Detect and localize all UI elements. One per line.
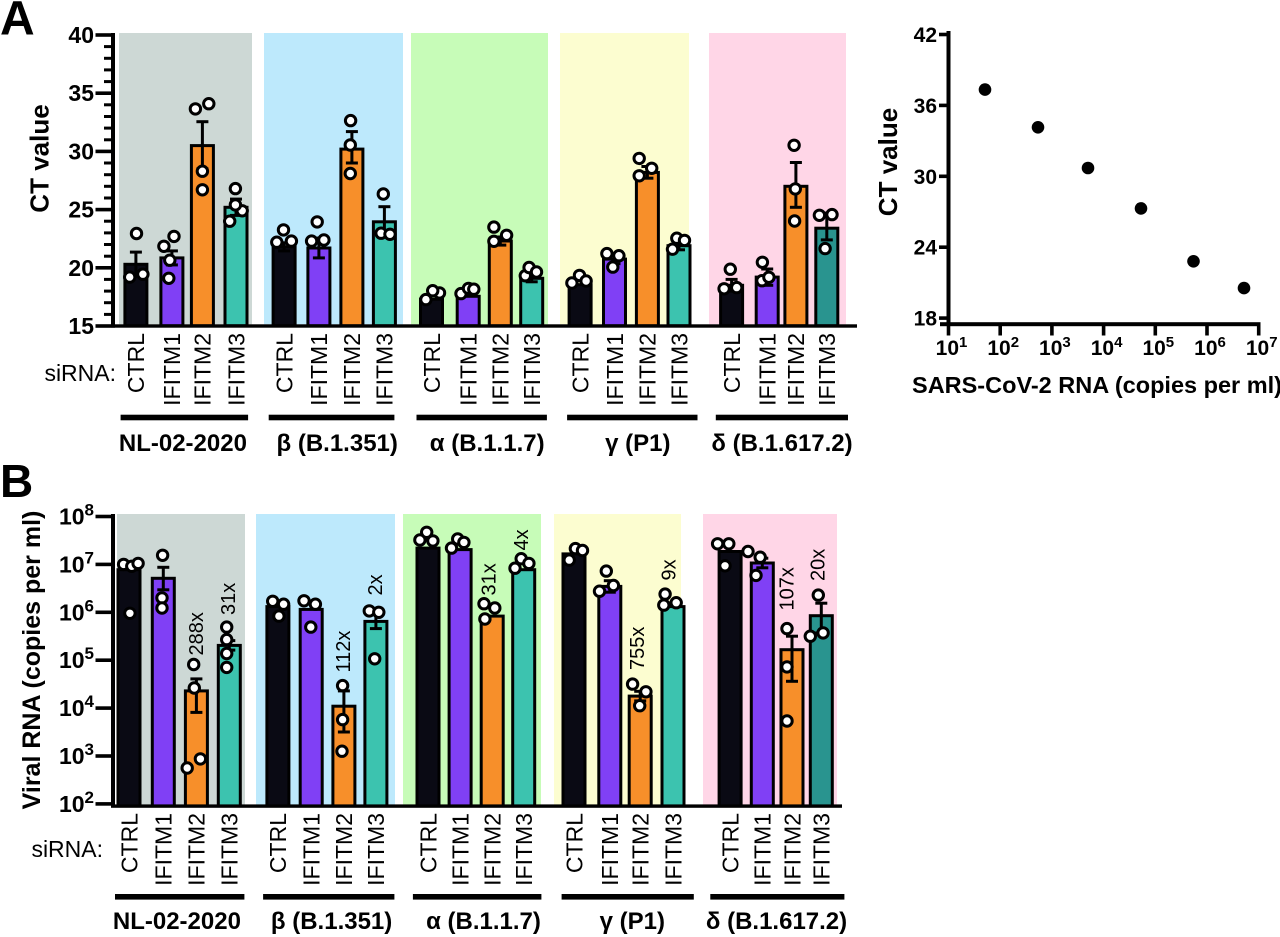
svg-text:288x: 288x: [186, 612, 208, 655]
svg-text:112x: 112x: [333, 631, 355, 673]
svg-text:IFITM2: IFITM2: [480, 813, 506, 886]
svg-text:106: 106: [59, 596, 94, 625]
svg-text:IFITM1: IFITM1: [447, 813, 473, 886]
svg-text:104: 104: [1091, 334, 1123, 360]
svg-text:IFITM2: IFITM2: [783, 333, 809, 406]
svg-text:IFITM1: IFITM1: [750, 813, 776, 886]
svg-text:Viral RNA (copies per ml): Viral RNA (copies per ml): [18, 511, 46, 810]
svg-text:α (B.1.1.7): α (B.1.1.7): [430, 430, 545, 457]
svg-text:2x: 2x: [365, 574, 387, 595]
svg-text:CTRL: CTRL: [419, 333, 445, 393]
svg-text:IFITM1: IFITM1: [159, 333, 185, 406]
svg-text:106: 106: [1194, 334, 1226, 360]
svg-text:CTRL: CTRL: [567, 333, 593, 393]
svg-text:24: 24: [914, 237, 938, 260]
svg-text:IFITM2: IFITM2: [635, 333, 661, 406]
svg-text:CTRL: CTRL: [116, 813, 142, 873]
svg-text:IFITM3: IFITM3: [666, 333, 692, 406]
svg-text:IFITM3: IFITM3: [217, 813, 243, 886]
svg-text:IFITM2: IFITM2: [339, 333, 365, 406]
svg-text:IFITM2: IFITM2: [184, 813, 210, 886]
svg-text:CTRL: CTRL: [561, 813, 587, 873]
svg-text:IFITM1: IFITM1: [597, 813, 623, 886]
svg-text:CTRL: CTRL: [719, 333, 745, 393]
svg-text:CTRL: CTRL: [271, 333, 297, 393]
svg-text:α (B.1.1.7): α (B.1.1.7): [426, 908, 541, 935]
svg-text:9x: 9x: [658, 559, 680, 580]
svg-text:15: 15: [68, 313, 94, 339]
svg-text:4x: 4x: [511, 529, 533, 550]
svg-text:42: 42: [914, 24, 937, 47]
svg-text:IFITM3: IFITM3: [519, 333, 545, 406]
svg-text:102: 102: [59, 788, 94, 817]
svg-text:IFITM3: IFITM3: [809, 813, 835, 886]
svg-text:25: 25: [68, 197, 94, 223]
svg-text:36: 36: [914, 95, 937, 118]
svg-text:18: 18: [914, 308, 938, 331]
svg-text:IFITM2: IFITM2: [331, 813, 357, 886]
svg-text:IFITM2: IFITM2: [628, 813, 654, 886]
svg-text:105: 105: [1142, 334, 1174, 360]
svg-text:IFITM3: IFITM3: [363, 813, 389, 886]
svg-text:δ (B.1.617.2): δ (B.1.617.2): [711, 430, 852, 457]
svg-text:IFITM3: IFITM3: [814, 333, 840, 406]
svg-text:IFITM1: IFITM1: [151, 813, 177, 886]
svg-text:IFITM3: IFITM3: [660, 813, 686, 886]
svg-text:NL-02-2020: NL-02-2020: [119, 430, 247, 457]
svg-text:β (B.1.351): β (B.1.351): [277, 430, 398, 457]
svg-text:20: 20: [68, 255, 94, 281]
svg-text:CTRL: CTRL: [265, 813, 291, 873]
svg-text:IFITM1: IFITM1: [456, 333, 482, 406]
svg-text:IFITM1: IFITM1: [306, 333, 332, 406]
svg-text:IFITM3: IFITM3: [223, 333, 249, 406]
svg-text:107: 107: [59, 548, 94, 577]
svg-text:20x: 20x: [808, 549, 830, 581]
svg-text:103: 103: [1039, 334, 1071, 360]
svg-text:B: B: [0, 455, 33, 507]
svg-text:101: 101: [936, 334, 968, 360]
svg-text:103: 103: [59, 740, 94, 769]
svg-text:30: 30: [68, 138, 94, 164]
svg-text:CT value: CT value: [25, 104, 55, 212]
svg-text:CTRL: CTRL: [415, 813, 441, 873]
svg-text:IFITM1: IFITM1: [602, 333, 628, 406]
svg-text:108: 108: [59, 501, 94, 530]
svg-text:31x: 31x: [218, 583, 240, 615]
svg-text:40: 40: [68, 22, 94, 48]
svg-text:IFITM1: IFITM1: [755, 333, 781, 406]
svg-text:CTRL: CTRL: [717, 813, 743, 873]
svg-text:IFITM2: IFITM2: [190, 333, 216, 406]
svg-text:IFITM2: IFITM2: [779, 813, 805, 886]
svg-text:107: 107: [1246, 334, 1278, 360]
svg-text:NL-02-2020: NL-02-2020: [113, 908, 241, 935]
svg-text:IFITM3: IFITM3: [372, 333, 398, 406]
svg-text:γ (P1): γ (P1): [605, 430, 670, 457]
svg-text:β (B.1.351): β (B.1.351): [271, 908, 392, 935]
svg-text:CT value: CT value: [873, 108, 903, 216]
svg-text:γ (P1): γ (P1): [600, 908, 665, 935]
svg-text:105: 105: [59, 644, 94, 673]
svg-text:102: 102: [987, 334, 1019, 360]
svg-text:30: 30: [914, 166, 937, 189]
svg-text:IFITM3: IFITM3: [511, 813, 537, 886]
svg-text:IFITM2: IFITM2: [488, 333, 514, 406]
svg-text:A: A: [0, 0, 35, 46]
svg-text:35: 35: [68, 80, 94, 106]
svg-text:siRNA:: siRNA:: [44, 360, 116, 386]
svg-text:31x: 31x: [479, 563, 501, 595]
svg-text:IFITM1: IFITM1: [299, 813, 325, 886]
svg-text:755x: 755x: [627, 627, 649, 670]
svg-text:CTRL: CTRL: [123, 333, 149, 393]
svg-text:107x: 107x: [776, 567, 798, 610]
svg-text:104: 104: [59, 692, 95, 721]
svg-text:δ (B.1.617.2): δ (B.1.617.2): [706, 908, 847, 935]
svg-text:SARS-CoV-2 RNA (copies per ml): SARS-CoV-2 RNA (copies per ml): [912, 372, 1280, 398]
svg-text:siRNA:: siRNA:: [31, 836, 103, 862]
